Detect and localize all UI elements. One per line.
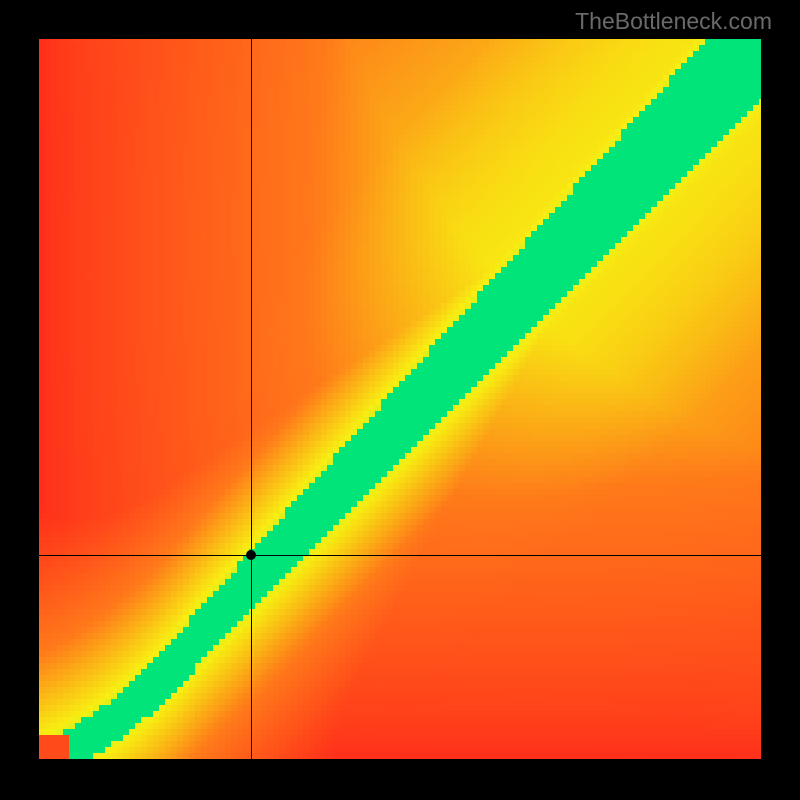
plot-area xyxy=(39,39,761,761)
crosshair-vertical xyxy=(251,39,252,761)
heatmap-canvas xyxy=(39,39,761,761)
crosshair-marker xyxy=(246,550,256,560)
crosshair-horizontal xyxy=(39,555,761,556)
watermark-text: TheBottleneck.com xyxy=(575,8,772,35)
chart-container: TheBottleneck.com xyxy=(0,0,800,800)
